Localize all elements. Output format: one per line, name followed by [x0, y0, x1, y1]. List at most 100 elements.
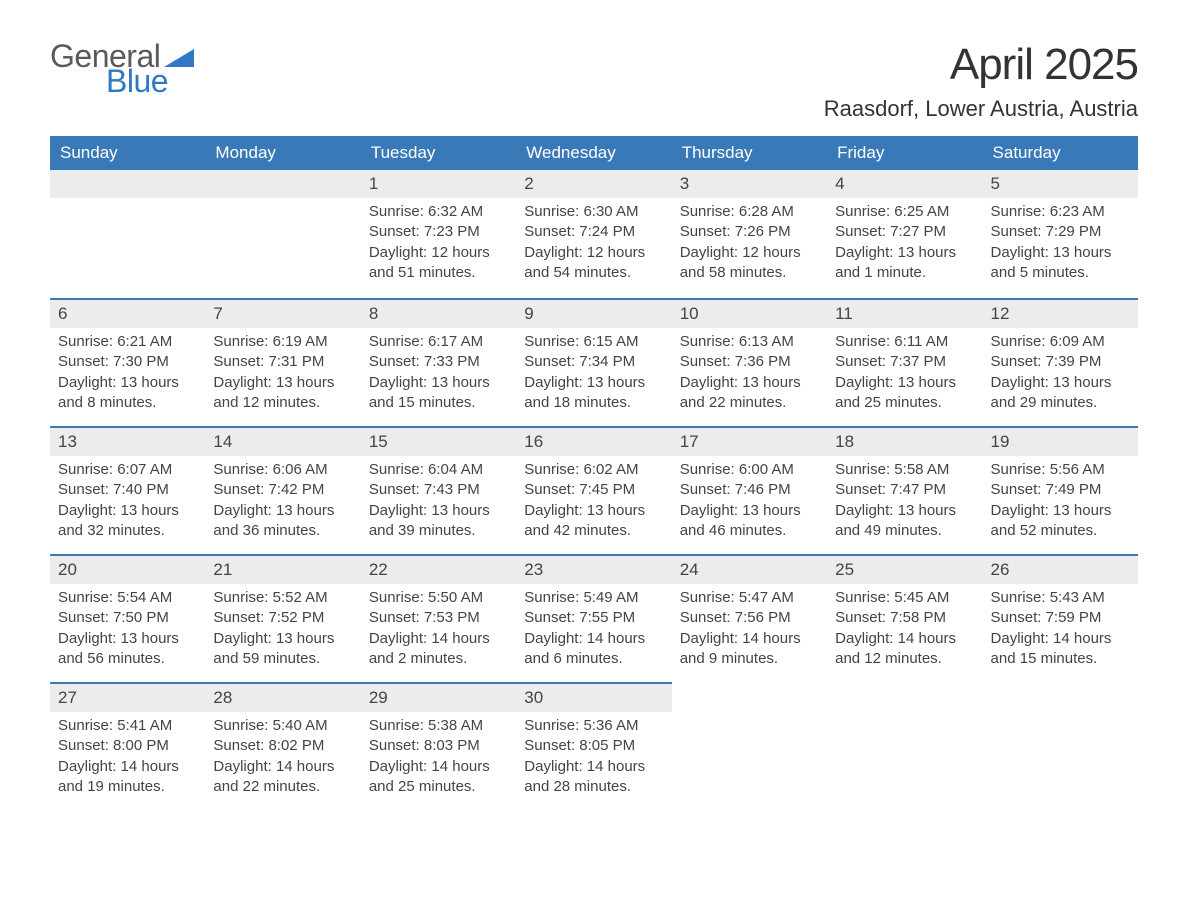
- calendar-day-cell: 7Sunrise: 6:19 AMSunset: 7:31 PMDaylight…: [205, 298, 360, 426]
- day-details: Sunrise: 5:54 AMSunset: 7:50 PMDaylight:…: [50, 584, 205, 677]
- day-details: Sunrise: 6:13 AMSunset: 7:36 PMDaylight:…: [672, 328, 827, 421]
- daylight-line: Daylight: 14 hours and 15 minutes.: [991, 629, 1130, 670]
- sunset-line: Sunset: 7:47 PM: [835, 480, 974, 500]
- day-details: Sunrise: 5:50 AMSunset: 7:53 PMDaylight:…: [361, 584, 516, 677]
- sunrise-line: Sunrise: 6:19 AM: [213, 332, 352, 352]
- calendar-day-cell: 2Sunrise: 6:30 AMSunset: 7:24 PMDaylight…: [516, 170, 671, 298]
- day-number: 17: [672, 426, 827, 456]
- sunset-line: Sunset: 7:46 PM: [680, 480, 819, 500]
- sunset-line: Sunset: 8:03 PM: [369, 736, 508, 756]
- sunset-line: Sunset: 7:23 PM: [369, 222, 508, 242]
- day-number: 1: [361, 170, 516, 198]
- calendar-body: 1Sunrise: 6:32 AMSunset: 7:23 PMDaylight…: [50, 170, 1138, 810]
- day-number: 9: [516, 298, 671, 328]
- sunrise-line: Sunrise: 5:52 AM: [213, 588, 352, 608]
- day-header: Sunday: [50, 136, 205, 170]
- sunrise-line: Sunrise: 6:13 AM: [680, 332, 819, 352]
- month-title: April 2025: [824, 40, 1138, 90]
- sunset-line: Sunset: 7:31 PM: [213, 352, 352, 372]
- day-number: 27: [50, 682, 205, 712]
- sunrise-line: Sunrise: 6:00 AM: [680, 460, 819, 480]
- sunset-line: Sunset: 7:33 PM: [369, 352, 508, 372]
- calendar-day-cell: [205, 170, 360, 298]
- day-number: 12: [983, 298, 1138, 328]
- brand-word-2: Blue: [106, 65, 194, 97]
- sunset-line: Sunset: 7:45 PM: [524, 480, 663, 500]
- day-header: Wednesday: [516, 136, 671, 170]
- day-number: 29: [361, 682, 516, 712]
- sunrise-line: Sunrise: 6:09 AM: [991, 332, 1130, 352]
- daylight-line: Daylight: 13 hours and 36 minutes.: [213, 501, 352, 542]
- calendar-week-row: 6Sunrise: 6:21 AMSunset: 7:30 PMDaylight…: [50, 298, 1138, 426]
- calendar-day-cell: 16Sunrise: 6:02 AMSunset: 7:45 PMDayligh…: [516, 426, 671, 554]
- title-block: April 2025 Raasdorf, Lower Austria, Aust…: [824, 40, 1138, 122]
- day-details: Sunrise: 6:04 AMSunset: 7:43 PMDaylight:…: [361, 456, 516, 549]
- sunrise-line: Sunrise: 5:38 AM: [369, 716, 508, 736]
- calendar-day-cell: 30Sunrise: 5:36 AMSunset: 8:05 PMDayligh…: [516, 682, 671, 810]
- sunrise-line: Sunrise: 6:02 AM: [524, 460, 663, 480]
- sunset-line: Sunset: 7:24 PM: [524, 222, 663, 242]
- daylight-line: Daylight: 12 hours and 51 minutes.: [369, 243, 508, 284]
- day-number: 3: [672, 170, 827, 198]
- sunset-line: Sunset: 7:49 PM: [991, 480, 1130, 500]
- day-number: 19: [983, 426, 1138, 456]
- day-header: Saturday: [983, 136, 1138, 170]
- daylight-line: Daylight: 13 hours and 52 minutes.: [991, 501, 1130, 542]
- daylight-line: Daylight: 14 hours and 6 minutes.: [524, 629, 663, 670]
- day-details: Sunrise: 5:47 AMSunset: 7:56 PMDaylight:…: [672, 584, 827, 677]
- calendar-day-cell: 23Sunrise: 5:49 AMSunset: 7:55 PMDayligh…: [516, 554, 671, 682]
- sunrise-line: Sunrise: 5:45 AM: [835, 588, 974, 608]
- sunset-line: Sunset: 7:26 PM: [680, 222, 819, 242]
- day-details: Sunrise: 6:23 AMSunset: 7:29 PMDaylight:…: [983, 198, 1138, 291]
- day-number: 11: [827, 298, 982, 328]
- calendar-day-cell: 17Sunrise: 6:00 AMSunset: 7:46 PMDayligh…: [672, 426, 827, 554]
- calendar-day-cell: 15Sunrise: 6:04 AMSunset: 7:43 PMDayligh…: [361, 426, 516, 554]
- calendar-day-cell: 12Sunrise: 6:09 AMSunset: 7:39 PMDayligh…: [983, 298, 1138, 426]
- sunrise-line: Sunrise: 6:32 AM: [369, 202, 508, 222]
- day-details: Sunrise: 5:40 AMSunset: 8:02 PMDaylight:…: [205, 712, 360, 805]
- daylight-line: Daylight: 13 hours and 32 minutes.: [58, 501, 197, 542]
- calendar-day-cell: 22Sunrise: 5:50 AMSunset: 7:53 PMDayligh…: [361, 554, 516, 682]
- sunrise-line: Sunrise: 5:56 AM: [991, 460, 1130, 480]
- day-header: Friday: [827, 136, 982, 170]
- sunrise-line: Sunrise: 6:15 AM: [524, 332, 663, 352]
- daylight-line: Daylight: 13 hours and 1 minute.: [835, 243, 974, 284]
- sunrise-line: Sunrise: 5:41 AM: [58, 716, 197, 736]
- calendar-day-cell: 25Sunrise: 5:45 AMSunset: 7:58 PMDayligh…: [827, 554, 982, 682]
- sunset-line: Sunset: 7:55 PM: [524, 608, 663, 628]
- day-details: Sunrise: 5:45 AMSunset: 7:58 PMDaylight:…: [827, 584, 982, 677]
- day-details: Sunrise: 6:25 AMSunset: 7:27 PMDaylight:…: [827, 198, 982, 291]
- day-number: 22: [361, 554, 516, 584]
- calendar-table: SundayMondayTuesdayWednesdayThursdayFrid…: [50, 136, 1138, 810]
- day-number: 16: [516, 426, 671, 456]
- daylight-line: Daylight: 13 hours and 49 minutes.: [835, 501, 974, 542]
- day-details: Sunrise: 6:15 AMSunset: 7:34 PMDaylight:…: [516, 328, 671, 421]
- calendar-day-cell: [827, 682, 982, 810]
- daylight-line: Daylight: 13 hours and 39 minutes.: [369, 501, 508, 542]
- day-details: Sunrise: 5:52 AMSunset: 7:52 PMDaylight:…: [205, 584, 360, 677]
- day-header-row: SundayMondayTuesdayWednesdayThursdayFrid…: [50, 136, 1138, 170]
- sunrise-line: Sunrise: 6:23 AM: [991, 202, 1130, 222]
- sunrise-line: Sunrise: 5:50 AM: [369, 588, 508, 608]
- sunset-line: Sunset: 7:29 PM: [991, 222, 1130, 242]
- day-number: 26: [983, 554, 1138, 584]
- sunset-line: Sunset: 7:59 PM: [991, 608, 1130, 628]
- calendar-day-cell: 18Sunrise: 5:58 AMSunset: 7:47 PMDayligh…: [827, 426, 982, 554]
- sunset-line: Sunset: 7:58 PM: [835, 608, 974, 628]
- day-details: Sunrise: 5:36 AMSunset: 8:05 PMDaylight:…: [516, 712, 671, 805]
- day-details: Sunrise: 6:02 AMSunset: 7:45 PMDaylight:…: [516, 456, 671, 549]
- sunrise-line: Sunrise: 5:49 AM: [524, 588, 663, 608]
- sunset-line: Sunset: 7:36 PM: [680, 352, 819, 372]
- day-details: Sunrise: 5:56 AMSunset: 7:49 PMDaylight:…: [983, 456, 1138, 549]
- day-number: 14: [205, 426, 360, 456]
- daylight-line: Daylight: 13 hours and 18 minutes.: [524, 373, 663, 414]
- calendar-day-cell: 8Sunrise: 6:17 AMSunset: 7:33 PMDaylight…: [361, 298, 516, 426]
- calendar-week-row: 13Sunrise: 6:07 AMSunset: 7:40 PMDayligh…: [50, 426, 1138, 554]
- sunrise-line: Sunrise: 5:47 AM: [680, 588, 819, 608]
- daylight-line: Daylight: 13 hours and 25 minutes.: [835, 373, 974, 414]
- calendar-day-cell: 11Sunrise: 6:11 AMSunset: 7:37 PMDayligh…: [827, 298, 982, 426]
- day-details: Sunrise: 5:49 AMSunset: 7:55 PMDaylight:…: [516, 584, 671, 677]
- sunrise-line: Sunrise: 5:58 AM: [835, 460, 974, 480]
- calendar-day-cell: 29Sunrise: 5:38 AMSunset: 8:03 PMDayligh…: [361, 682, 516, 810]
- daylight-line: Daylight: 13 hours and 29 minutes.: [991, 373, 1130, 414]
